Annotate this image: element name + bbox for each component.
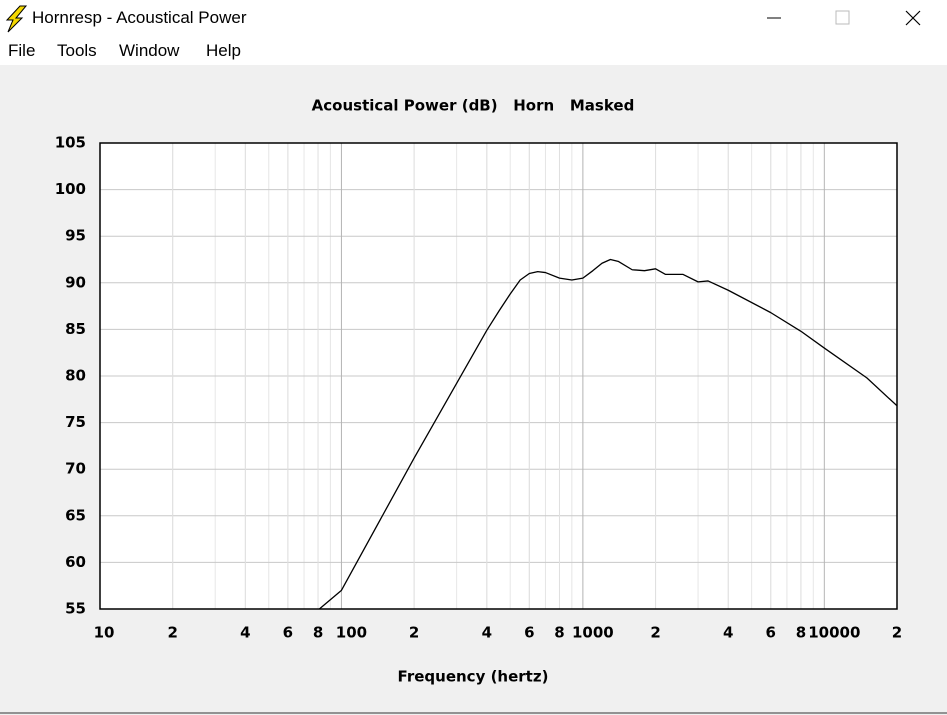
y-tick-label: 100 <box>55 180 86 198</box>
y-tick-label: 85 <box>65 320 86 338</box>
x-tick-label: 10000 <box>808 624 860 642</box>
x-axis-label: Frequency (hertz) <box>398 668 549 686</box>
y-tick-label: 105 <box>55 134 86 152</box>
x-tick-label: 8 <box>796 624 806 642</box>
title-bar: Hornresp - Acoustical Power <box>0 0 947 37</box>
menu-bar: File Tools Window Help <box>0 37 947 65</box>
window-controls <box>767 10 921 26</box>
x-tick-label: 10 <box>94 624 115 642</box>
menu-item[interactable]: Help <box>206 41 241 60</box>
menu-item[interactable]: Window <box>119 41 180 60</box>
y-tick-label: 70 <box>65 460 86 478</box>
y-tick-label: 55 <box>65 600 86 618</box>
x-tick-label: 6 <box>766 624 776 642</box>
x-tick-label: 2 <box>409 624 419 642</box>
x-tick-label: 100 <box>336 624 367 642</box>
y-tick-label: 65 <box>65 506 86 524</box>
y-tick-label: 90 <box>65 273 86 291</box>
x-tick-label: 2 <box>650 624 660 642</box>
x-tick-label: 8 <box>313 624 323 642</box>
x-tick-label: 2 <box>167 624 177 642</box>
y-tick-label: 75 <box>65 413 86 431</box>
x-tick-label: 6 <box>283 624 293 642</box>
y-tick-label: 80 <box>65 367 86 385</box>
chart-title: Acoustical Power (dB) Horn Masked <box>312 97 635 115</box>
x-tick-label: 4 <box>723 624 733 642</box>
x-tick-label: 4 <box>240 624 250 642</box>
x-tick-label: 1000 <box>572 624 614 642</box>
plot-frame <box>99 142 898 610</box>
app-icon <box>5 5 28 33</box>
x-tick-label: 4 <box>482 624 492 642</box>
y-tick-label: 95 <box>65 227 86 245</box>
x-tick-label: 6 <box>524 624 534 642</box>
menu-item[interactable]: File <box>8 41 36 60</box>
data-line <box>318 258 897 609</box>
menu-item[interactable]: Tools <box>57 41 97 60</box>
window-title: Hornresp - Acoustical Power <box>32 8 247 27</box>
x-tick-label: 2 <box>892 624 902 642</box>
close-button[interactable] <box>905 10 921 26</box>
maximize-button[interactable] <box>835 10 850 25</box>
x-tick-label: 8 <box>554 624 564 642</box>
y-tick-label: 60 <box>65 553 86 571</box>
